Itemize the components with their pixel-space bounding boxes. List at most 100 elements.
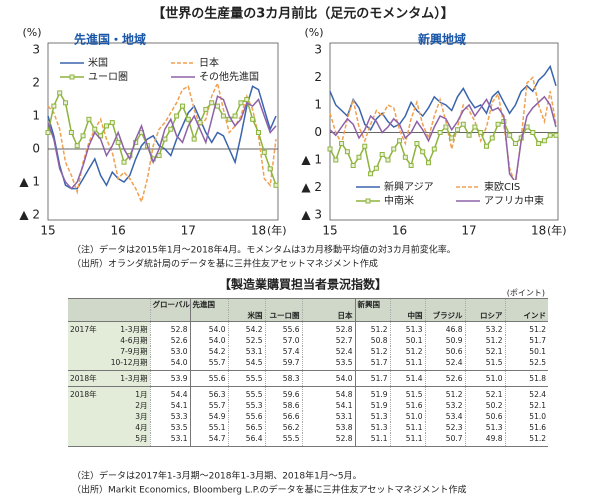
x-tick-label: 18 bbox=[251, 224, 266, 238]
table-cell: 49.8 bbox=[464, 433, 505, 447]
table-cell: 51.6 bbox=[389, 400, 425, 411]
table-cell: 51.2 bbox=[354, 346, 390, 357]
table-cell: 52.8 bbox=[301, 321, 355, 335]
point-marker bbox=[350, 163, 356, 168]
point-marker bbox=[466, 132, 472, 138]
table-row: 4月 53.5 55.1 56.5 56.2 53.8 51.3 51.1 52.3 51.3 51… bbox=[68, 422, 548, 433]
table-cell: 55.7 bbox=[189, 400, 228, 411]
y-tick-label: ▲ 3 bbox=[301, 208, 322, 222]
point-marker bbox=[437, 130, 443, 135]
table-cell: 59.6 bbox=[264, 386, 302, 400]
table-cell: 55.6 bbox=[189, 370, 228, 387]
table-title: 【製造業購買担当者景況指数】 bbox=[219, 277, 387, 292]
table-cell: 51.0 bbox=[464, 370, 505, 387]
table-wrap: グローバル 先進国 新興国 米国 ユーロ圏 日本 中国 ブラジル ロシア インド 2017年 1-3月… bbox=[68, 298, 548, 447]
table-cell: 52.5 bbox=[504, 357, 548, 371]
x-axis-label: (年) bbox=[267, 223, 287, 237]
series-line bbox=[47, 91, 277, 186]
y-tick-label: ▲ 1 bbox=[19, 175, 40, 189]
table-cell: 51.4 bbox=[389, 370, 425, 387]
point-marker bbox=[512, 141, 518, 146]
table-cell: 50.6 bbox=[424, 346, 465, 357]
point-marker bbox=[203, 106, 209, 112]
table-cell: 55.7 bbox=[189, 357, 228, 371]
column-header bbox=[354, 310, 390, 322]
column-header bbox=[424, 298, 465, 310]
table-cell: 53.1 bbox=[301, 411, 355, 422]
chart-subtitle: 先進国・地域 bbox=[74, 32, 146, 47]
row-label: 4-6月期 bbox=[106, 335, 150, 346]
row-label: 10-12月期 bbox=[106, 357, 150, 371]
table-cell: 53.0 bbox=[149, 346, 190, 357]
table-cell: 54.2 bbox=[227, 321, 265, 335]
table-cell: 52.8 bbox=[301, 433, 355, 447]
column-header bbox=[227, 298, 265, 310]
point-marker bbox=[232, 113, 238, 119]
table-cell: 54.8 bbox=[301, 386, 355, 400]
point-marker bbox=[86, 116, 92, 122]
table-cell: 55.5 bbox=[227, 370, 265, 387]
table-cell: 52.4 bbox=[504, 386, 548, 400]
point-marker bbox=[402, 154, 408, 160]
x-tick-label: 15 bbox=[40, 224, 55, 238]
table-cell: 57.0 bbox=[264, 335, 302, 346]
point-marker bbox=[507, 132, 513, 138]
table-cell: 51.1 bbox=[354, 433, 390, 447]
column-header bbox=[301, 298, 355, 310]
table-cell: 55.6 bbox=[264, 321, 302, 335]
table-cell: 54.5 bbox=[227, 357, 265, 371]
table-cell: 50.7 bbox=[424, 433, 465, 447]
point-marker bbox=[420, 149, 426, 155]
point-marker bbox=[273, 182, 279, 188]
table-cell: 54.4 bbox=[149, 386, 190, 400]
table-cell: 51.1 bbox=[389, 357, 425, 371]
x-axis-label: (年) bbox=[547, 223, 567, 237]
page-title: 【世界の生産量の3カ月前比（足元のモメンタム）】 bbox=[152, 6, 454, 22]
point-marker bbox=[250, 116, 256, 122]
point-marker bbox=[397, 138, 403, 144]
point-marker bbox=[109, 120, 115, 126]
row-label: 1月 bbox=[106, 386, 150, 400]
point-marker bbox=[344, 149, 350, 155]
table-cell: 51.2 bbox=[354, 321, 390, 335]
legend-label: 中南米 bbox=[384, 194, 414, 207]
plot-frame bbox=[329, 42, 559, 221]
table-cell: 58.6 bbox=[264, 400, 302, 411]
row-group-label: 2017年 bbox=[68, 321, 106, 371]
header-corner bbox=[68, 298, 150, 310]
column-header: インド bbox=[504, 310, 548, 322]
point-marker bbox=[460, 121, 466, 127]
legend-marker bbox=[69, 74, 75, 80]
table-row: 2018年 1月 54.4 56.3 55.5 59.6 54.8 51.9 51.5 51.2 5… bbox=[68, 386, 548, 447]
point-marker bbox=[244, 97, 250, 102]
column-header bbox=[504, 298, 548, 310]
column-header bbox=[264, 298, 302, 310]
point-marker bbox=[472, 124, 478, 130]
table-cell: 50.1 bbox=[389, 335, 425, 346]
legend-label: 新興アジア bbox=[384, 180, 434, 193]
column-header: 先進国 bbox=[189, 298, 228, 310]
table-cell: 54.0 bbox=[189, 335, 228, 346]
table-cell: 54.1 bbox=[301, 400, 355, 411]
row-label: 1-3月期 bbox=[106, 321, 150, 335]
y-tick-label: 0 bbox=[32, 142, 40, 156]
table-cell: 51.7 bbox=[354, 370, 390, 387]
point-marker bbox=[454, 127, 460, 133]
table-cell: 55.1 bbox=[189, 422, 228, 433]
point-marker bbox=[356, 154, 362, 160]
table-cell: 51.9 bbox=[354, 400, 390, 411]
table-cell: 54.7 bbox=[189, 433, 228, 447]
row-label: 4月 bbox=[106, 422, 150, 433]
y-tick-label: 2 bbox=[32, 76, 40, 90]
table-cell: 52.4 bbox=[301, 346, 355, 357]
point-marker bbox=[524, 124, 530, 130]
point-marker bbox=[191, 136, 197, 142]
table-cell: 56.6 bbox=[264, 411, 302, 422]
point-marker bbox=[121, 159, 127, 165]
table-cell: 52.1 bbox=[504, 400, 548, 411]
table-cell: 54.9 bbox=[189, 411, 228, 422]
point-marker bbox=[57, 90, 63, 96]
table-cell: 54.1 bbox=[149, 400, 190, 411]
table-cell: 51.3 bbox=[389, 321, 425, 335]
